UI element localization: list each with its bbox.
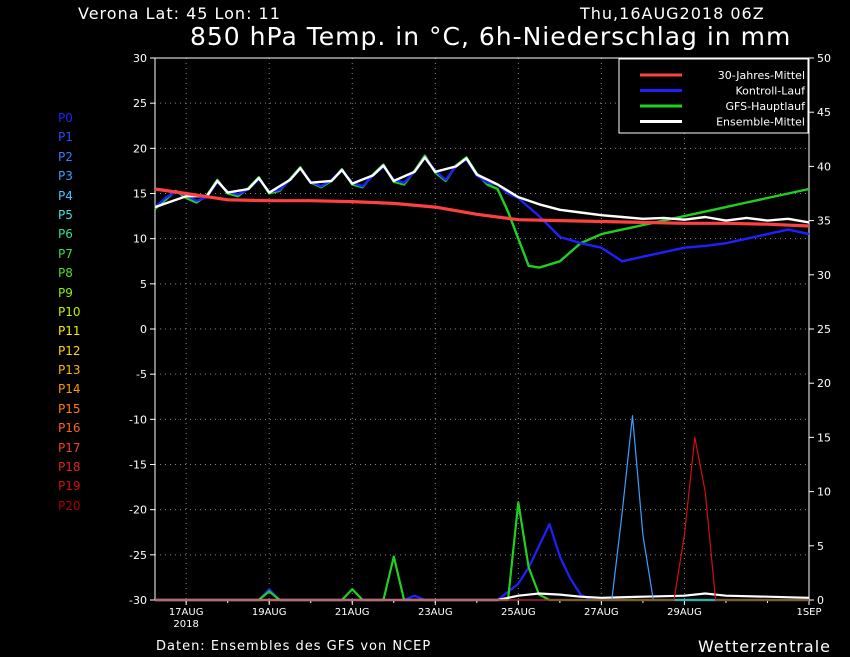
y-right-tick-label: 45 [817, 106, 831, 119]
y-right-tick-label: 50 [817, 52, 831, 65]
chart-title: 850 hPa Temp. in °C, 6h-Niederschlag in … [190, 22, 792, 51]
y-right-tick-label: 0 [817, 594, 824, 607]
temperature-layer [154, 154, 810, 269]
y-left-tick-label: -5 [136, 368, 147, 381]
legend: 30-Jahres-Mittel Kontroll-Lauf GFS-Hauptla… [618, 58, 809, 134]
x-tick-label: 17AUG [169, 607, 204, 618]
x-tick-label: 19AUG [252, 607, 287, 618]
precip-line-ensemble-mittel [155, 592, 810, 602]
y-left-tick-label: 5 [140, 278, 147, 291]
x-tick-label: 25AUG [501, 607, 536, 618]
axis-layer: -30 -25 -20 -15 -10 -5 0 5 10 15 20 25 30 0 5 10 15 20 25 3… [129, 52, 831, 630]
x-tick-label: 21AUG [335, 607, 370, 618]
y-left-tick-label: -30 [129, 594, 147, 607]
y-right-tick-label: 35 [817, 215, 831, 228]
member-label-p9: P9 [58, 285, 73, 300]
y-left-tick-label: -20 [129, 504, 147, 517]
precip-line-kontroll-lauf [155, 522, 809, 602]
y-right-tick-label: 20 [817, 377, 831, 390]
y-left-tick-label: 30 [133, 52, 147, 65]
x-tick-label: 1SEP [796, 607, 821, 618]
member-label-p4: P4 [58, 188, 73, 203]
member-label-p6: P6 [58, 227, 73, 242]
legend-label: 30-Jahres-Mittel [718, 69, 805, 82]
y-right-tick-label: 10 [817, 486, 831, 499]
member-label-p2: P2 [58, 149, 73, 164]
member-label-p5: P5 [58, 207, 73, 222]
member-label-p8: P8 [58, 266, 73, 281]
member-label-p17: P17 [58, 440, 81, 455]
member-label-p16: P16 [58, 421, 81, 436]
y-left-tick-label: -10 [129, 413, 147, 426]
member-label-p18: P18 [58, 460, 81, 475]
temp-line-kontroll-lauf [154, 156, 810, 263]
ensemble-member-list: P0 P1 P2 P3 P4 P5 P6 P7 P8 P9 P10 P11 P12 P13 P14 P15 P1… [58, 109, 98, 516]
member-label-p10: P10 [58, 304, 81, 319]
legend-label: Kontroll-Lauf [736, 85, 807, 98]
y-right-tick-label: 40 [817, 160, 831, 173]
y-right-tick-label: 25 [817, 323, 831, 336]
x-tick-label: 27AUG [584, 607, 619, 618]
precipitation-layer [155, 415, 810, 602]
y-left-tick-label: 25 [133, 97, 147, 110]
member-label-p13: P13 [58, 363, 81, 378]
y-left-tick-label: 0 [140, 323, 147, 336]
y-left-tick-label: -15 [129, 459, 147, 472]
y-right-tick-label: 5 [817, 540, 824, 553]
run-time-label: Thu,16AUG2018 06Z [580, 4, 765, 23]
member-label-p11: P11 [58, 324, 81, 339]
member-label-p19: P19 [58, 479, 81, 494]
y-left-tick-label: 10 [133, 233, 147, 246]
x-tick-label: 23AUG [418, 607, 453, 618]
member-label-p14: P14 [58, 382, 81, 397]
x-year-label: 2018 [173, 619, 198, 630]
member-label-p12: P12 [58, 343, 81, 358]
y-right-tick-label: 30 [817, 269, 831, 282]
member-label-p1: P1 [58, 130, 73, 145]
temp-line-ensemble-mittel [154, 156, 810, 224]
legend-label: GFS-Hauptlauf [725, 100, 806, 113]
member-label-p7: P7 [58, 246, 73, 261]
legend-label: Ensemble-Mittel [716, 116, 805, 129]
brand-label: Wetterzentrale [698, 637, 832, 656]
x-tick-label: 29AUG [667, 607, 702, 618]
precip-line-p3 [155, 415, 809, 601]
data-source-label: Daten: Ensembles des GFS von NCEP [156, 639, 432, 654]
temp-line-gfs-hauptlauf [154, 154, 810, 269]
precip-line-p19 [155, 436, 809, 601]
temp-line-30-jahres-mittel [154, 187, 810, 228]
grid-layer [155, 58, 809, 600]
member-label-p3: P3 [58, 169, 73, 184]
member-label-p15: P15 [58, 401, 81, 416]
y-left-tick-label: 15 [133, 188, 147, 201]
member-label-p20: P20 [58, 498, 81, 513]
y-left-tick-label: 20 [133, 142, 147, 155]
y-left-tick-label: -25 [129, 549, 147, 562]
y-right-tick-label: 15 [817, 431, 831, 444]
location-label: Verona Lat: 45 Lon: 11 [78, 4, 281, 23]
member-label-p0: P0 [58, 111, 73, 125]
